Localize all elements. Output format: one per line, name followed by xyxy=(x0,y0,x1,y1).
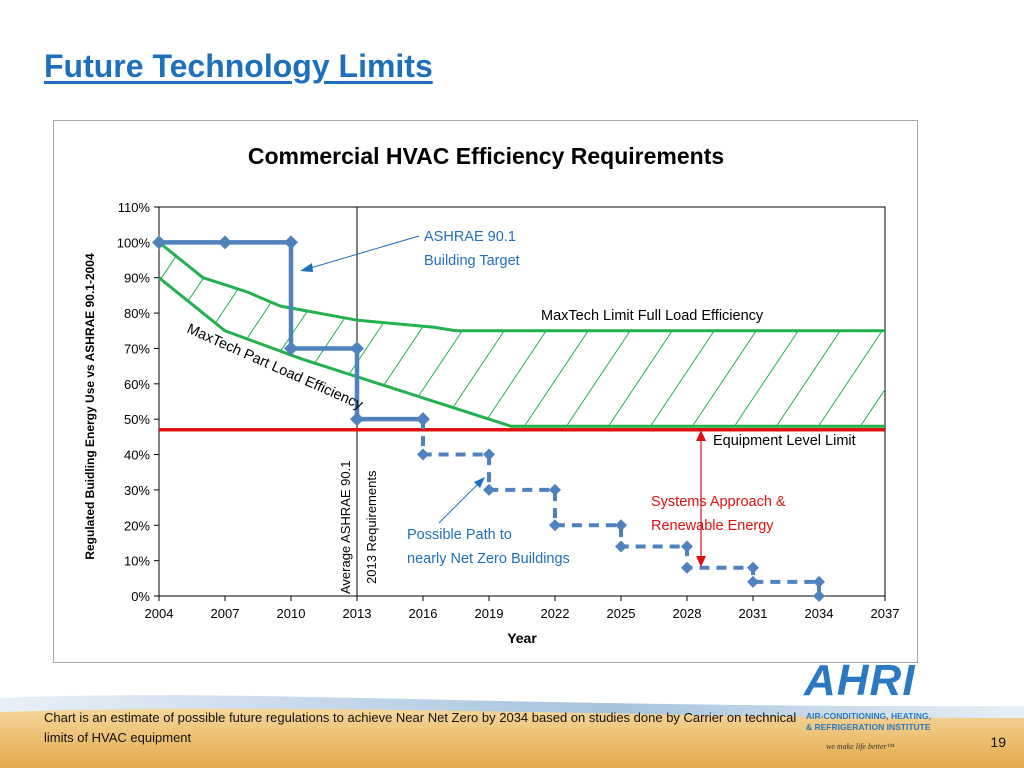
ashrae-target-marker xyxy=(350,341,364,356)
x-tick-label: 2004 xyxy=(145,606,174,621)
ashrae-target-label-line1: ASHRAE 90.1 xyxy=(424,229,516,245)
logo-subtitle-line1: AIR-CONDITIONING, HEATING, xyxy=(806,711,931,721)
hatch-line xyxy=(326,242,628,427)
ashrae-target-marker xyxy=(152,235,166,250)
x-tick-label: 2019 xyxy=(475,606,504,621)
possible-path-marker xyxy=(549,519,561,532)
systems-approach-arrow-down xyxy=(696,556,706,567)
possible-path-marker xyxy=(549,483,561,496)
y-axis-label: Regulated Buidling Energy Use vs ASHRAE … xyxy=(83,253,97,560)
systems-approach-label-line1: Systems Approach & xyxy=(651,494,786,510)
y-tick-label: 110% xyxy=(118,200,151,215)
possible-path-marker xyxy=(813,575,825,588)
x-tick-label: 2022 xyxy=(541,606,570,621)
logo-subtitle-line2: & REFRIGERATION INSTITUTE xyxy=(806,722,931,732)
equipment-limit-label: Equipment Level Limit xyxy=(713,433,856,449)
y-tick-label: 90% xyxy=(124,271,150,286)
slide-title: Future Technology Limits xyxy=(44,48,433,84)
y-tick-label: 100% xyxy=(117,235,151,250)
x-tick-label: 2028 xyxy=(673,606,702,621)
possible-path-marker xyxy=(747,561,759,574)
y-tick-label: 70% xyxy=(124,341,150,356)
x-axis-ticks: 2004 2007 2010 2013 2016 2019 2022 2025 2028 2031… xyxy=(145,596,900,621)
x-tick-label: 2037 xyxy=(871,606,900,621)
ahri-logo: AHRI AIR-CONDITIONING, HEATING, & REFRIG… xyxy=(804,656,944,756)
ashrae-target-pointer xyxy=(306,235,420,270)
systems-approach-label-line2: Renewable Energy xyxy=(651,518,774,534)
hatch-line xyxy=(620,242,885,427)
hatch-line xyxy=(578,242,880,427)
possible-path-arrowhead xyxy=(474,477,485,488)
hatch-line xyxy=(242,242,544,427)
x-tick-label: 2016 xyxy=(409,606,438,621)
ashrae-target-arrowhead xyxy=(300,263,313,272)
plot-area xyxy=(158,206,886,597)
logo-wordmark: AHRI xyxy=(804,656,916,705)
y-tick-label: 80% xyxy=(124,306,150,321)
hatch-line xyxy=(200,242,502,427)
hatch-line xyxy=(494,242,796,427)
possible-path-label-line1: Possible Path to xyxy=(407,527,512,543)
chart-title: Commercial HVAC Efficiency Requirements xyxy=(248,143,724,169)
x-tick-label: 2010 xyxy=(277,606,306,621)
reference-label-line1: Average ASHRAE 90.1 xyxy=(338,461,353,594)
systems-approach-arrow-up xyxy=(696,430,706,441)
y-tick-label: 30% xyxy=(124,483,150,498)
possible-path-marker xyxy=(681,540,693,553)
y-tick-label: 50% xyxy=(124,412,150,427)
possible-path-marker xyxy=(681,561,693,574)
possible-path-marker xyxy=(483,448,495,461)
chart-svg: Commercial HVAC Efficiency Requirements … xyxy=(54,143,919,646)
y-tick-label: 40% xyxy=(124,448,150,463)
y-tick-label: 0% xyxy=(131,589,150,604)
x-tick-label: 2034 xyxy=(805,606,834,621)
possible-path-marker xyxy=(747,575,759,588)
series-group xyxy=(152,207,885,602)
hatch-line xyxy=(915,147,919,596)
possible-path-marker xyxy=(615,519,627,532)
footnote: Chart is an estimate of possible future … xyxy=(44,710,797,745)
y-tick-label: 10% xyxy=(124,554,150,569)
ashrae-target-marker xyxy=(284,235,298,250)
hatch-line xyxy=(662,242,885,427)
maxtech-part-load-line xyxy=(158,276,885,428)
page-number: 19 xyxy=(990,734,1006,750)
maxtech-full-load-line xyxy=(158,241,885,333)
y-tick-label: 20% xyxy=(124,518,150,533)
logo-tagline: we make life better™ xyxy=(826,742,895,751)
y-axis-ticks: 0% 10% 20% 30% 40% 50% 60% 70% 80% 90% 100% 110% xyxy=(117,200,159,604)
possible-path-marker xyxy=(813,590,825,602)
chart-frame: Commercial HVAC Efficiency Requirements … xyxy=(53,120,918,663)
hatch-line xyxy=(284,242,586,427)
hatch-line xyxy=(536,242,838,427)
hatch-line xyxy=(704,242,885,427)
x-tick-label: 2007 xyxy=(211,606,240,621)
ashrae-target-label-line2: Building Target xyxy=(424,253,520,269)
possible-path-marker xyxy=(483,483,495,496)
possible-path-marker xyxy=(615,540,627,553)
reference-label-line2: 2013 Requirements xyxy=(364,470,379,584)
x-tick-label: 2013 xyxy=(343,606,372,621)
possible-path-pointer xyxy=(438,482,480,524)
hatch-line xyxy=(54,147,81,596)
x-tick-label: 2031 xyxy=(739,606,768,621)
possible-path-marker xyxy=(417,448,429,461)
footer-swoosh xyxy=(0,695,1024,768)
ashrae-target-marker xyxy=(218,235,232,250)
x-tick-label: 2025 xyxy=(607,606,636,621)
hatch-line xyxy=(410,242,712,427)
ashrae-target-marker xyxy=(350,412,364,427)
x-axis-label: Year xyxy=(507,630,537,646)
maxtech-full-load-label: MaxTech Limit Full Load Efficiency xyxy=(541,308,764,324)
hatch-line xyxy=(368,242,670,427)
ashrae-target-marker xyxy=(284,341,298,356)
y-tick-label: 60% xyxy=(124,377,150,392)
possible-path-label-line2: nearly Net Zero Buildings xyxy=(407,551,570,567)
logo-subtitle: AIR-CONDITIONING, HEATING, & REFRIGERATI… xyxy=(806,711,931,733)
hatch-line xyxy=(452,242,754,427)
